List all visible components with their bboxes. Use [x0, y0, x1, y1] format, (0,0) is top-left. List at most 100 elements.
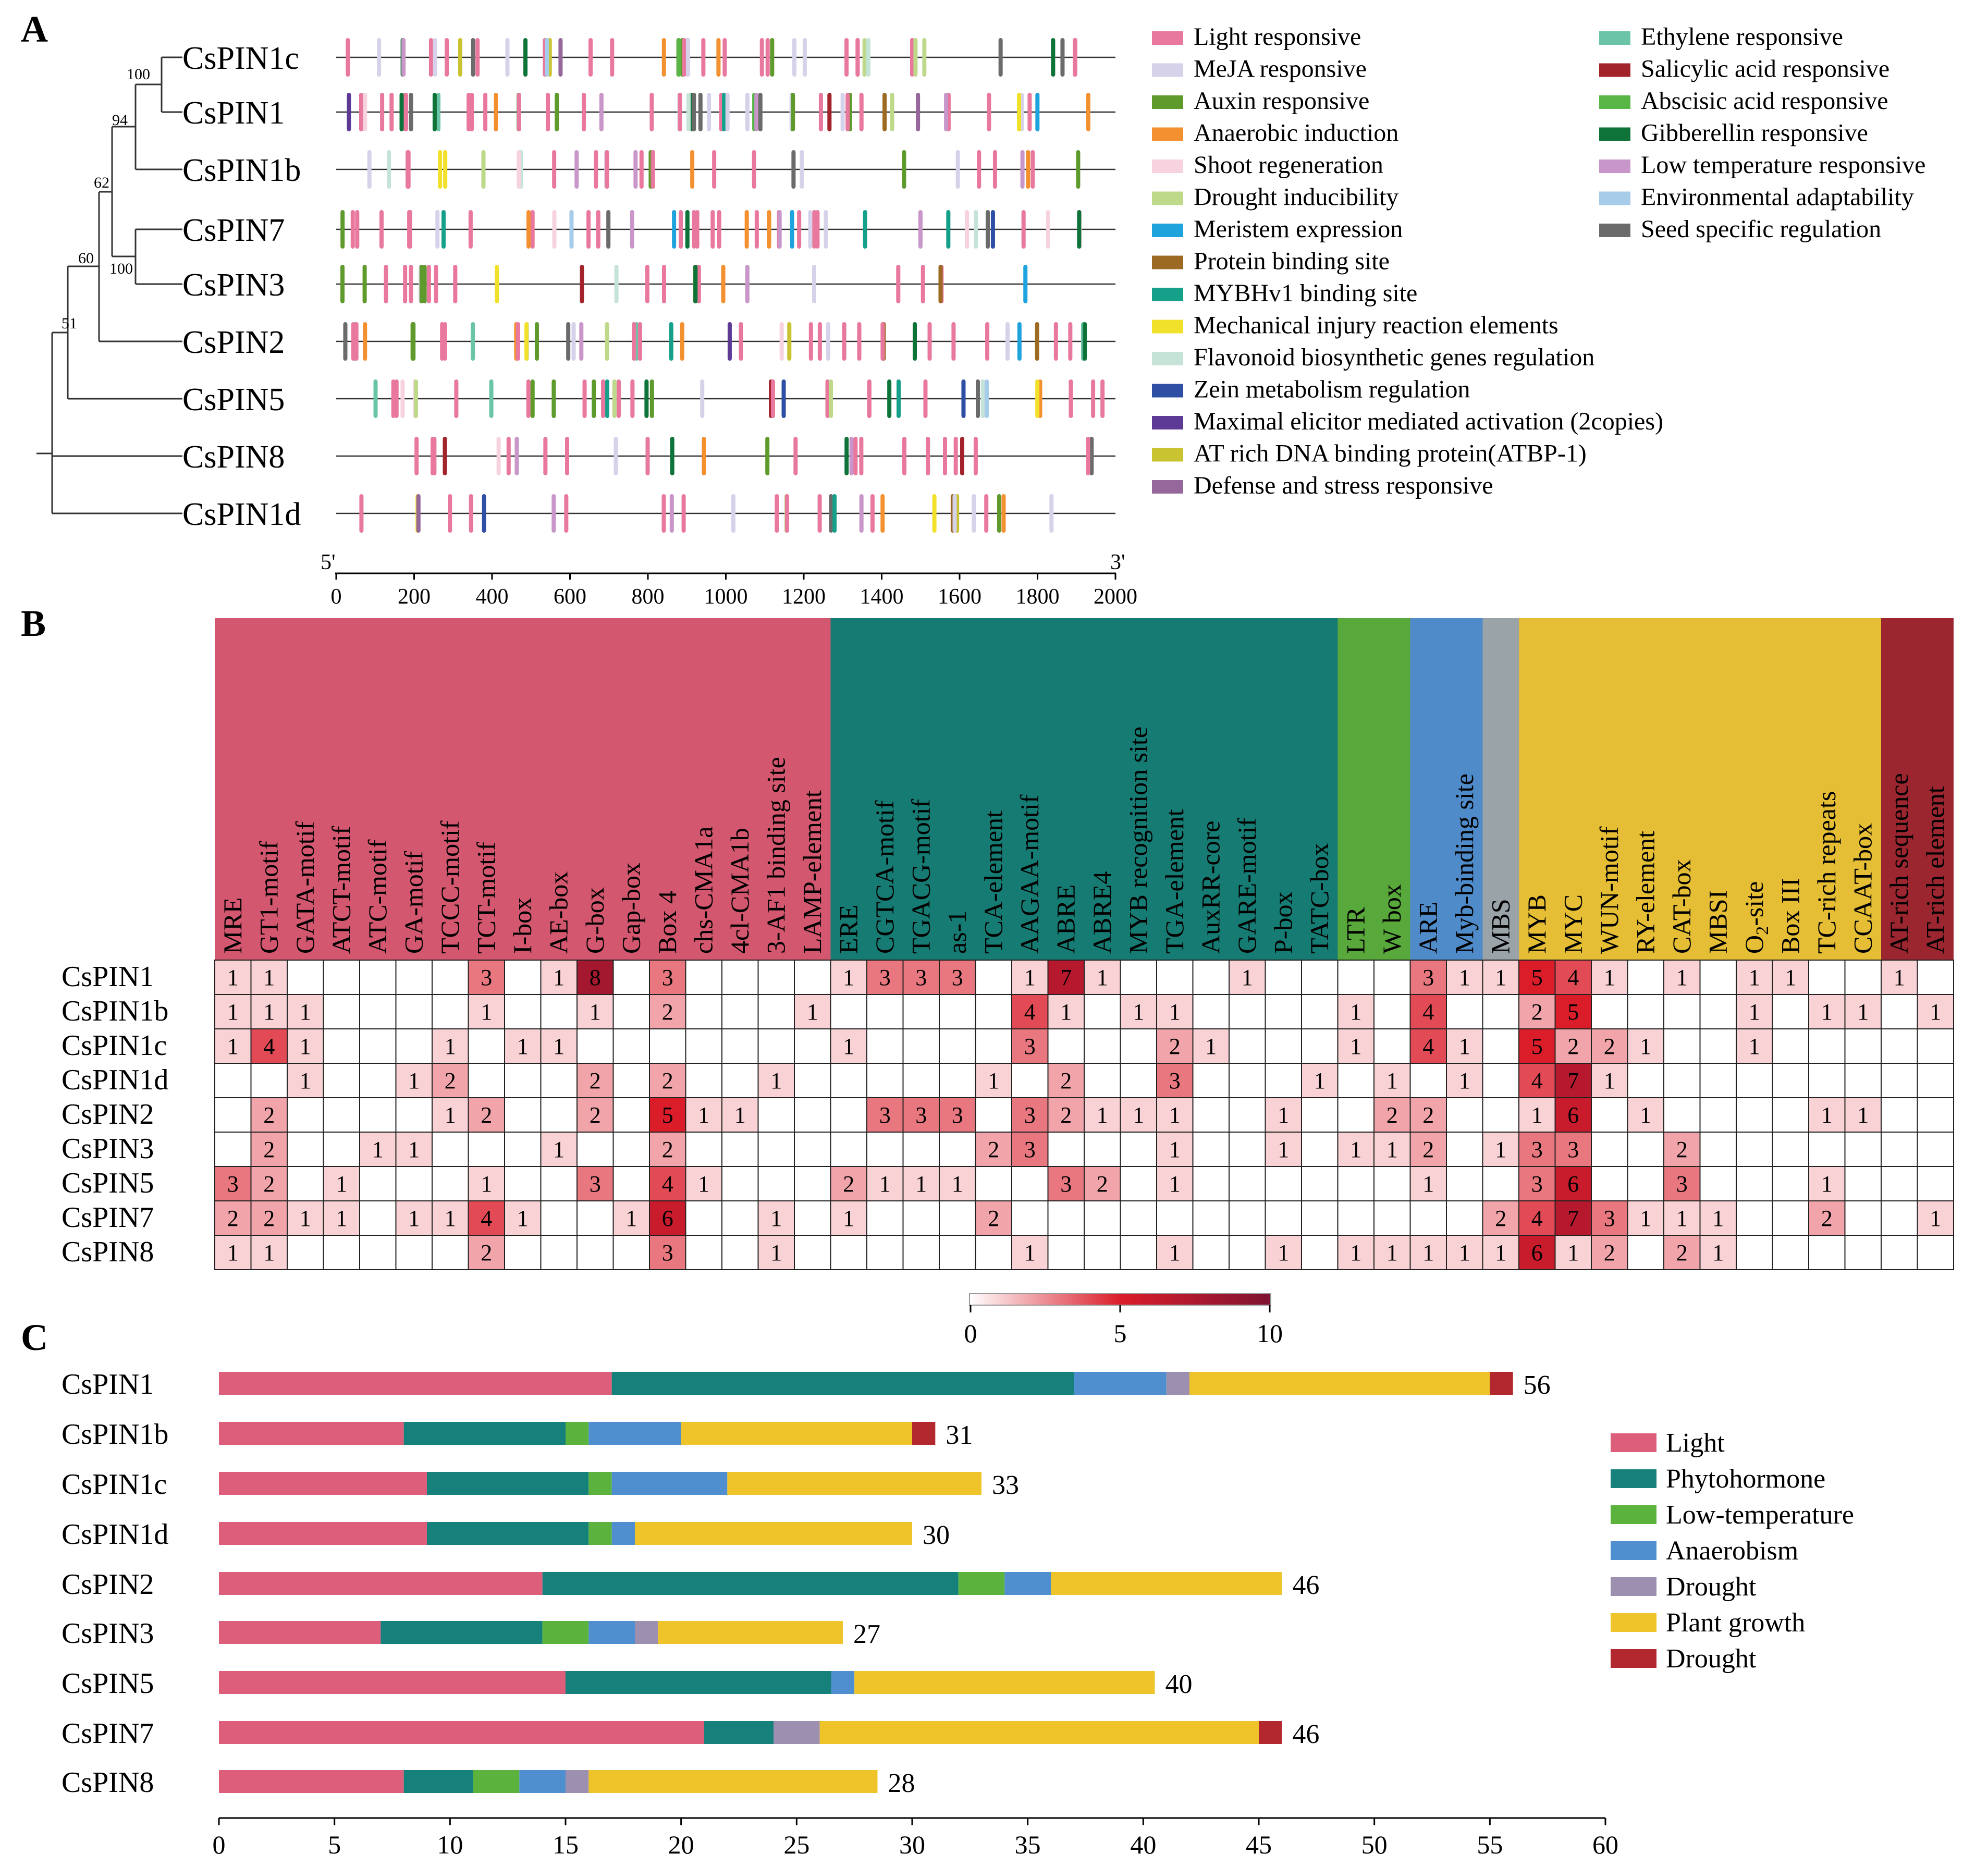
heatmap-value: 4	[1024, 999, 1036, 1025]
heatmap-value: 2	[590, 1102, 601, 1128]
heatmap-cell	[612, 1132, 650, 1167]
heatmap-cell	[1409, 994, 1447, 1029]
element-marker	[362, 265, 367, 303]
element-marker	[606, 210, 611, 249]
element-marker	[566, 322, 571, 361]
element-marker	[436, 93, 441, 131]
heatmap-cell	[1917, 1132, 1954, 1167]
element-marker	[1091, 379, 1096, 418]
column-header: TATC-box	[1305, 843, 1334, 954]
heatmap-cell	[939, 960, 976, 995]
element-marker	[784, 494, 789, 533]
heatmap-cell	[287, 1166, 324, 1201]
element-marker	[613, 437, 618, 475]
element-marker	[469, 494, 473, 533]
element-marker	[1017, 93, 1022, 131]
heatmap-cell	[1047, 1235, 1085, 1270]
heatmap-value: 1	[300, 1034, 311, 1059]
heatmap-cell	[1844, 960, 1882, 995]
bar-total-label: 31	[946, 1420, 973, 1450]
element-marker	[685, 210, 690, 249]
heatmap-cell	[1301, 1166, 1339, 1201]
heatmap-value: 3	[1024, 1137, 1036, 1162]
element-marker	[639, 150, 644, 189]
heatmap-value: 1	[1495, 1137, 1506, 1162]
heatmap-value: 4	[1567, 965, 1579, 990]
heatmap-cell	[576, 1200, 614, 1236]
element-marker	[926, 437, 930, 475]
element-marker	[942, 437, 947, 475]
heatmap-cell	[1229, 1028, 1266, 1064]
heatmap-cell	[1627, 960, 1664, 995]
heatmap-cell	[359, 1200, 397, 1236]
bar-segment	[774, 1721, 820, 1744]
heatmap-value: 3	[1060, 1171, 1072, 1197]
element-marker	[802, 38, 807, 77]
heatmap-cell	[1337, 1235, 1375, 1270]
heatmap-value: 1	[553, 1034, 565, 1059]
element-marker	[359, 494, 364, 533]
heatmap-cell	[757, 960, 795, 995]
heatmap-value: 1	[1386, 1240, 1398, 1266]
heatmap-value: 2	[263, 1137, 275, 1162]
bootstrap-labels: 100 94 62 100 60 51	[62, 66, 150, 332]
heatmap-cell	[1446, 994, 1483, 1029]
heatmap-cell	[794, 1132, 831, 1167]
heatmap-cell	[1084, 960, 1121, 995]
heatmap-cell	[468, 1235, 505, 1270]
heatmap-cell	[287, 1235, 324, 1270]
heatmap-cell	[287, 1097, 324, 1133]
heatmap-cell	[685, 1166, 722, 1201]
heatmap-row-label: CsPIN3	[62, 1133, 154, 1165]
legend-swatch	[1152, 31, 1183, 45]
heatmap-cell	[902, 960, 940, 995]
heatmap-cell	[757, 1166, 795, 1201]
heatmap-value: 2	[1567, 1034, 1579, 1059]
legend-label: Salicylic acid responsive	[1641, 55, 1889, 83]
heatmap-value: 1	[952, 1171, 963, 1197]
element-marker	[350, 210, 355, 249]
heatmap-cell	[1265, 1166, 1302, 1201]
heatmap-cell	[1482, 1097, 1519, 1133]
heatmap-cell	[649, 1132, 686, 1167]
column-header: CGTCA-motif	[870, 800, 899, 954]
bar-total-label: 33	[992, 1470, 1019, 1500]
element-marker	[932, 494, 937, 533]
legend-label: Abscisic acid responsive	[1641, 87, 1888, 115]
group-header-band	[1337, 618, 1410, 960]
element-marker	[682, 38, 686, 77]
element-marker	[574, 150, 579, 189]
element-marker	[739, 322, 743, 361]
element-marker	[610, 38, 615, 77]
element-marker	[433, 38, 437, 77]
heatmap-cell	[1881, 1166, 1918, 1201]
element-marker	[649, 379, 654, 418]
legend-swatch	[1599, 31, 1630, 45]
group-header-band	[215, 618, 831, 960]
heatmap-cell	[1844, 1235, 1882, 1270]
heatmap-value: 1	[300, 1068, 311, 1094]
legend-label: Drought	[1666, 1644, 1757, 1674]
heatmap-value: 1	[915, 1171, 927, 1197]
element-marker	[777, 210, 782, 249]
element-marker	[678, 93, 682, 131]
bar-segment	[727, 1472, 981, 1495]
bar-segment	[635, 1522, 912, 1545]
heatmap-cell	[323, 994, 360, 1029]
heatmap-cell	[395, 1166, 433, 1201]
heatmap-value: 1	[1278, 1102, 1289, 1128]
element-marker	[815, 210, 820, 249]
heatmap-cell	[757, 1132, 795, 1167]
element-marker	[506, 437, 511, 475]
element-marker	[645, 265, 649, 303]
bar-total-label: 30	[923, 1520, 950, 1550]
column-header: AE-box	[544, 871, 573, 954]
heatmap-value: 1	[408, 1068, 420, 1094]
element-marker	[790, 210, 794, 249]
heatmap-cell	[287, 1063, 324, 1098]
heatmap-cell	[1808, 1028, 1846, 1064]
heatmap-cell	[1084, 1028, 1121, 1064]
element-marker	[470, 93, 474, 131]
heatmap-cell	[1120, 960, 1157, 995]
tree-branch	[36, 394, 182, 514]
